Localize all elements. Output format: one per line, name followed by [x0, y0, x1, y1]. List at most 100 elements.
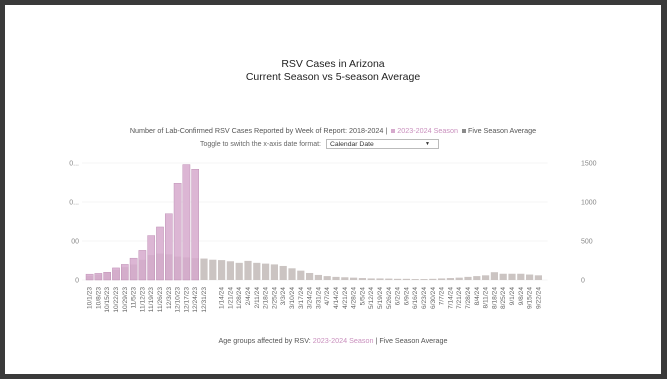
left-y-tick-label: 0 — [75, 278, 79, 285]
x-tick-label: 5/19/24 — [377, 287, 384, 309]
right-y-tick-label: 0 — [581, 278, 585, 285]
x-tick-label: 7/7/24 — [439, 287, 446, 306]
current-season-bar — [103, 272, 111, 281]
average-bar — [490, 272, 498, 280]
x-tick-label: 2/18/24 — [263, 287, 270, 309]
x-tick-label: 1/28/24 — [236, 287, 243, 309]
slide-title: RSV Cases in Arizona — [281, 58, 385, 70]
current-season-bars — [85, 164, 200, 281]
slide-subtitle: Current Season vs 5-season Average — [245, 71, 421, 83]
average-bar — [446, 278, 454, 280]
toggle-label: Toggle to switch the x-axis date format: — [200, 140, 321, 148]
average-bar — [358, 278, 366, 280]
current-season-bar — [173, 183, 182, 281]
average-bar — [429, 278, 437, 280]
chart-header-prefix: Number of Lab-Confirmed RSV Cases Report… — [129, 126, 388, 135]
left-y-tick-label: 0... — [69, 161, 79, 168]
average-bar — [288, 268, 296, 280]
x-tick-label: 3/3/24 — [280, 287, 287, 306]
average-bar — [226, 261, 234, 280]
average-bar — [464, 276, 472, 280]
average-bar — [367, 278, 375, 280]
average-bar — [385, 278, 393, 280]
x-tick-label: 3/17/24 — [298, 287, 305, 309]
x-tick-label: 3/24/24 — [307, 287, 314, 309]
x-tick-label: 12/17/23 — [183, 287, 190, 313]
chart-header: Number of Lab-Confirmed RSV Cases Report… — [5, 126, 661, 135]
average-bar — [297, 270, 305, 280]
average-bar — [499, 273, 507, 280]
x-tick-label: 12/31/23 — [201, 287, 208, 313]
average-bar — [244, 260, 252, 280]
average-bar — [438, 278, 446, 280]
date-format-toggle: Toggle to switch the x-axis date format:… — [200, 139, 439, 149]
current-season-bar — [182, 164, 191, 281]
x-tick-label: 10/29/23 — [122, 287, 129, 313]
average-legend[interactable]: Five Season Average — [467, 126, 537, 135]
average-bar — [218, 260, 226, 280]
average-bar — [350, 277, 358, 280]
age-average-link[interactable]: Five Season Average — [379, 336, 448, 345]
x-tick-label: 12/3/23 — [166, 287, 173, 309]
x-axis-labels: 10/1/23 10/8/23 10/15/23 10/22/23 10/29/23 11… — [87, 287, 543, 313]
right-y-tick-label: 1500 — [581, 161, 597, 168]
x-tick-label: 6/23/24 — [421, 287, 428, 309]
average-bar — [420, 279, 428, 280]
x-tick-label: 3/31/24 — [315, 287, 322, 309]
x-tick-label: 7/28/24 — [465, 287, 472, 309]
date-format-value: Calendar Date — [329, 141, 374, 148]
x-tick-label: 6/9/24 — [403, 287, 410, 306]
x-tick-label: 10/22/23 — [113, 287, 120, 313]
average-swatch — [461, 129, 466, 134]
current-season-bar — [156, 226, 164, 281]
average-bar — [482, 275, 490, 280]
date-format-select[interactable]: Calendar Date ▼ — [325, 139, 439, 149]
x-tick-label: 12/10/23 — [175, 287, 182, 313]
current-season-legend[interactable]: 2023-2024 Season — [397, 126, 458, 135]
age-separator: | — [375, 336, 378, 345]
average-bar — [411, 279, 419, 280]
average-bar — [534, 275, 542, 280]
x-tick-label: 3/10/24 — [289, 287, 296, 309]
rsv-bar-chart: 10/1/23 10/8/23 10/15/23 10/22/23 10/29/23 11… — [69, 161, 597, 313]
age-groups-label: Age groups affected by RSV: — [218, 336, 311, 345]
average-bar — [209, 259, 217, 280]
current-season-bar — [138, 250, 147, 281]
x-tick-label: 8/25/24 — [500, 287, 507, 309]
average-bar — [235, 262, 243, 280]
x-tick-label: 6/16/24 — [412, 287, 419, 309]
slide: RSV Cases in Arizona Current Season vs 5… — [5, 5, 661, 374]
current-season-bar — [164, 213, 173, 281]
chevron-down-icon: ▼ — [425, 141, 430, 147]
x-tick-label: 7/21/24 — [456, 287, 463, 309]
average-bar — [332, 276, 340, 280]
current-season-bar — [94, 273, 103, 281]
x-tick-label: 8/11/24 — [483, 287, 490, 309]
right-y-tick-label: 500 — [581, 239, 593, 246]
x-tick-label: 10/1/23 — [87, 287, 94, 309]
average-bar — [341, 277, 349, 280]
x-tick-label: 4/7/24 — [324, 287, 331, 306]
x-tick-label: 2/25/24 — [271, 287, 278, 309]
average-bar — [526, 274, 534, 280]
x-tick-label: 2/4/24 — [245, 287, 252, 306]
average-bar — [376, 278, 384, 280]
x-tick-label: 9/22/24 — [535, 287, 542, 309]
average-bar — [508, 273, 516, 280]
x-tick-label: 5/5/24 — [359, 287, 366, 306]
age-current-link[interactable]: 2023-2024 Season — [312, 336, 374, 345]
x-tick-label: 10/15/23 — [104, 287, 111, 313]
average-bar — [306, 272, 314, 280]
x-tick-label: 1/14/24 — [219, 287, 226, 309]
x-tick-label: 9/15/24 — [527, 287, 534, 309]
x-tick-label: 12/24/23 — [192, 287, 199, 313]
average-bar — [402, 278, 410, 280]
left-y-tick-label: 00 — [71, 239, 79, 246]
current-season-swatch — [391, 129, 396, 134]
average-bar — [270, 264, 278, 280]
x-tick-label: 10/8/23 — [95, 287, 102, 309]
x-tick-label: 5/26/24 — [386, 287, 393, 309]
average-bar — [394, 278, 402, 280]
x-tick-label: 8/18/24 — [491, 287, 498, 309]
average-bar — [200, 258, 208, 280]
